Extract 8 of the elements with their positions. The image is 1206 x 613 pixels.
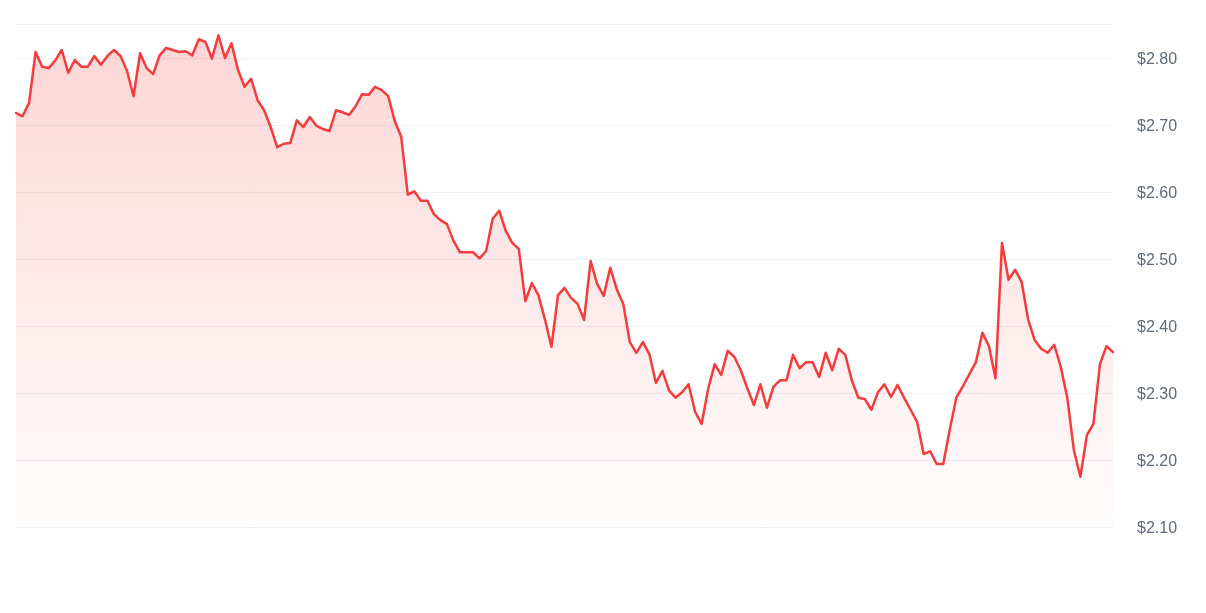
y-tick-label: $2.30 xyxy=(1137,384,1178,402)
y-tick-label: $2.60 xyxy=(1137,183,1178,201)
y-tick-label: $2.40 xyxy=(1137,317,1178,335)
y-tick-label: $2.50 xyxy=(1137,250,1178,268)
y-tick-label: $2.20 xyxy=(1137,451,1178,469)
y-tick-label: $2.10 xyxy=(1137,518,1178,536)
y-tick-label: $2.80 xyxy=(1137,49,1178,67)
y-tick-label: $2.70 xyxy=(1137,116,1178,134)
